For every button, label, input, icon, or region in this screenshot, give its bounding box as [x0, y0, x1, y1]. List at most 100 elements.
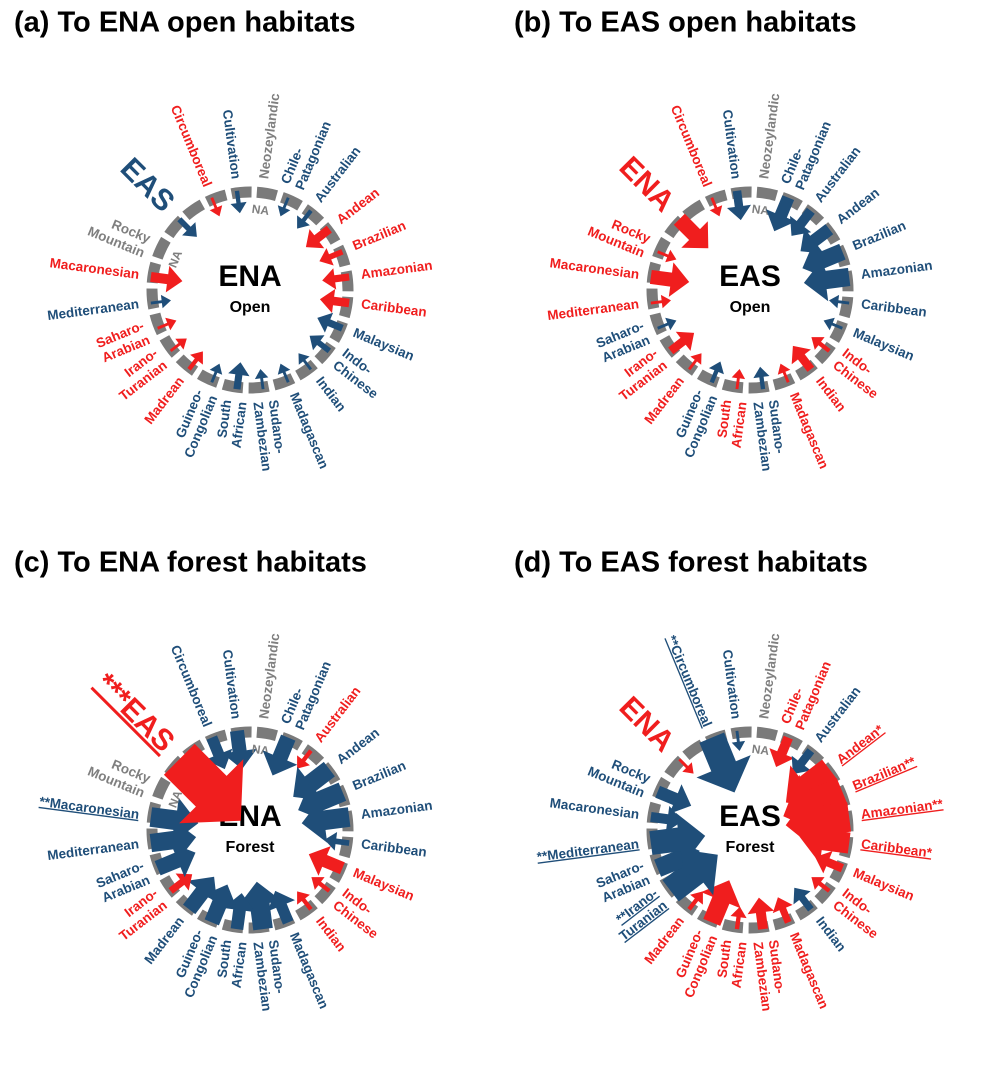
flow-arrow: [311, 877, 331, 893]
flow-arrow: [305, 225, 332, 249]
region-label: Madagascan: [787, 390, 832, 471]
region-label: Madagascan: [287, 930, 332, 1011]
region-label: Neozeylandic: [256, 632, 282, 720]
region-label: **Circumboreal: [664, 633, 715, 729]
region-label: African: [729, 401, 750, 449]
region-label: ENA: [613, 690, 681, 758]
region-label: Andean: [834, 185, 882, 227]
center-label: ENA: [218, 260, 281, 293]
flow-arrow: [209, 197, 223, 217]
region-label: Cultivation: [220, 649, 244, 720]
flow-arrow: [687, 891, 703, 911]
region-label: South: [214, 939, 234, 979]
na-note: NA: [751, 742, 770, 758]
flow-arrow: [709, 197, 723, 217]
flow-arrow: [298, 780, 347, 823]
flow-arrow: [673, 213, 709, 249]
region-label: Brazilian: [850, 218, 908, 253]
region-label: Circumboreal: [668, 103, 715, 189]
flow-arrow: [657, 249, 677, 263]
flow-arrow: [237, 881, 283, 931]
region-label: South: [714, 939, 734, 979]
flow-arrow: [793, 887, 814, 912]
region-label: Circumboreal: [168, 103, 215, 189]
region-label: Brazilian: [350, 218, 408, 253]
region-label: ***EAS: [89, 667, 181, 759]
center-label: EAS: [719, 260, 781, 293]
center-sublabel: Forest: [226, 839, 276, 856]
region-label: African: [229, 401, 250, 449]
flow-arrow: [662, 848, 718, 902]
flow-arrow: [790, 207, 815, 236]
flow-arrow: [649, 262, 690, 297]
center-sublabel: Open: [730, 299, 771, 316]
flow-arrow: [649, 812, 706, 866]
flow-arrow: [277, 363, 291, 383]
flow-arrow: [205, 735, 233, 770]
flow-arrow: [777, 363, 791, 383]
flow-arrow: [678, 758, 694, 774]
flow-arrow: [727, 190, 751, 221]
flow-arrow: [297, 891, 313, 911]
flow-arrow: [150, 265, 183, 293]
region-label: Amazonian: [360, 258, 433, 282]
region-label: Cultivation: [720, 109, 744, 180]
flow-arrow: [772, 897, 793, 924]
flow-arrow: [277, 197, 291, 217]
flow-arrow: [655, 784, 692, 814]
flow-arrow: [791, 345, 815, 372]
flow-arrow: [803, 258, 851, 302]
region-label: Mediterranean: [46, 836, 139, 863]
center-sublabel: Forest: [726, 839, 776, 856]
region-label: Macaronesian: [49, 255, 140, 282]
flow-arrow: [228, 362, 250, 390]
flow-arrow: [799, 815, 851, 864]
flow-arrow: [157, 317, 177, 331]
center-sublabel: Open: [230, 299, 271, 316]
region-label: Amazonian**: [860, 796, 945, 822]
flow-arrow: [262, 734, 298, 776]
flow-arrow: [309, 335, 332, 354]
flow-arrow: [823, 317, 843, 331]
flow-arrow: [657, 317, 677, 331]
flow-arrow: [322, 268, 350, 290]
flow-arrow: [324, 832, 350, 851]
flow-arrow: [187, 351, 203, 371]
flow-arrow: [708, 361, 724, 384]
flow-arrow: [222, 729, 257, 770]
region-label: South: [214, 399, 234, 439]
region-label: Madagascan: [787, 930, 832, 1011]
na-note: NA: [166, 788, 186, 810]
flow-arrow: [254, 369, 269, 390]
region-label: Caribbean*: [860, 836, 933, 860]
region-label: Cultivation: [720, 649, 744, 720]
panel-title: (a) To ENA open habitats: [14, 7, 356, 39]
region-label: Cultivation: [220, 109, 244, 180]
flow-arrow: [301, 797, 351, 843]
region-label: Circumboreal: [168, 643, 215, 729]
region-label: Caribbean: [860, 296, 927, 319]
flow-arrow: [668, 331, 695, 355]
flow-arrow: [753, 366, 770, 390]
flow-arrow: [319, 248, 344, 266]
flow-arrow: [317, 312, 344, 333]
region-label: Brazilian: [350, 758, 408, 793]
flow-arrow: [766, 195, 796, 232]
region-label: ENA: [613, 150, 681, 218]
region-label: South: [714, 399, 734, 439]
flow-arrow: [731, 730, 746, 751]
center-label: EAS: [719, 800, 781, 833]
flow-arrow: [168, 873, 193, 894]
region-label: Sudano-: [266, 939, 288, 994]
region-label: Macaronesian: [549, 795, 640, 822]
panel-title: (d) To EAS forest habitats: [514, 547, 868, 579]
region-label: Amazonian: [860, 258, 933, 282]
flow-arrow: [297, 209, 313, 229]
region-label: Macaronesian: [549, 255, 640, 282]
na-note: NA: [166, 248, 186, 270]
